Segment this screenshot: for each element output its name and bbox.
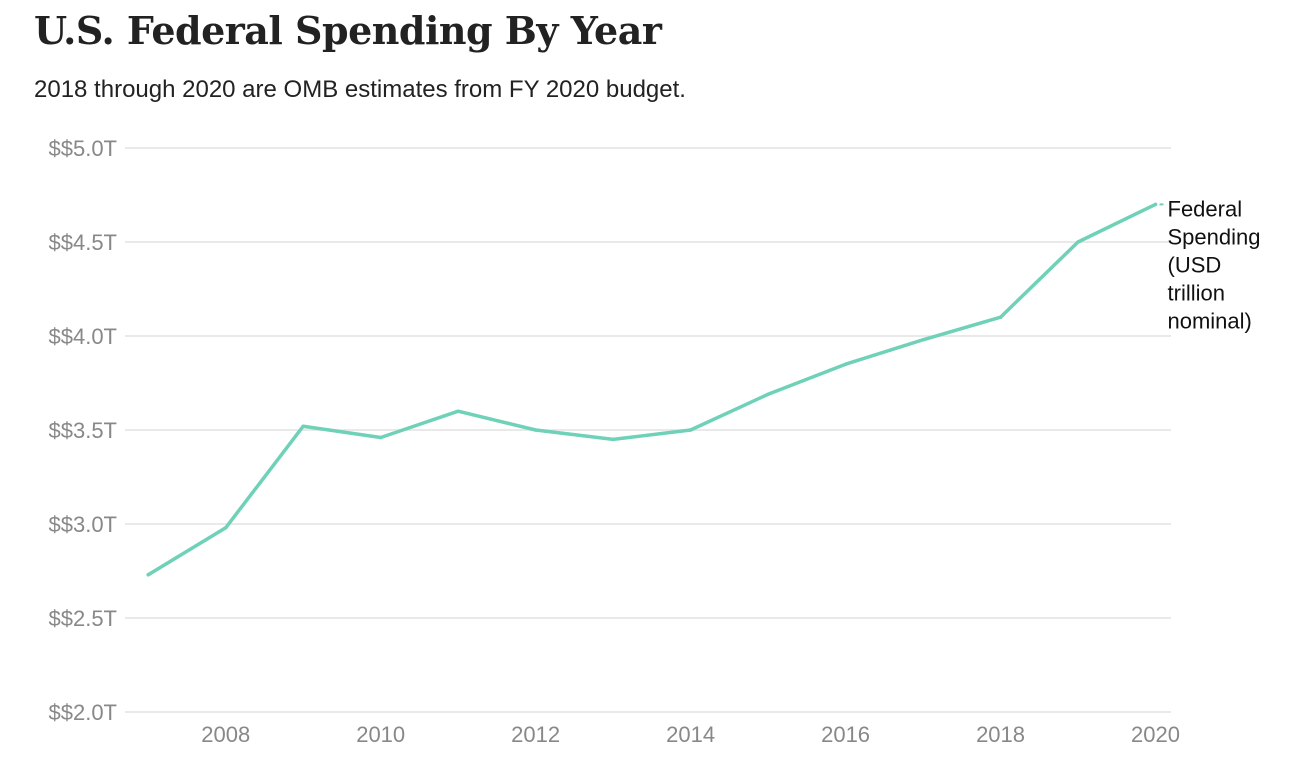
y-tick-label: $$4.5T [49,230,118,255]
series-label-line: Spending [1168,224,1261,249]
data-point [223,526,228,530]
x-tick-label: 2014 [666,722,715,747]
gridlines [125,147,1171,713]
data-point [456,409,460,413]
series-label-line: Federal [1168,196,1243,221]
chart-subtitle: 2018 through 2020 are OMB estimates from… [34,76,686,103]
data-point [843,362,848,366]
series-label-line: (USD [1168,252,1222,277]
chart-title: U.S. Federal Spending By Year [34,8,662,53]
y-axis-ticks: $$2.0T $$2.5T $$3.0T $$3.5T $$4.0T $$4.5T $$5.… [49,136,118,725]
data-point [533,428,538,432]
data-point [766,392,770,397]
series-label: Federal Spending (USD trillion nominal) [1168,196,1261,333]
x-tick-label: 2012 [511,722,560,747]
y-tick-label: $$3.0T [49,512,118,537]
series-label-line: trillion [1168,280,1225,305]
x-tick-label: 2020 [1131,722,1180,747]
series-label-layer: Federal Spending (USD trillion nominal) [1159,196,1261,333]
data-point [1153,202,1158,207]
y-tick-label: $$3.5T [49,418,118,443]
y-tick-label: $$2.0T [49,700,118,725]
data-point [378,435,383,440]
data-point [688,428,693,432]
x-tick-label: 2018 [976,722,1025,747]
data-point [998,315,1003,319]
x-axis-ticks: 2008 2010 2012 2014 2016 2018 2020 [201,722,1180,747]
y-tick-label: $$2.5T [49,606,118,631]
data-point [1076,240,1080,244]
data-point [921,338,925,342]
series-line [146,202,1158,577]
x-tick-label: 2016 [821,722,870,747]
data-point [611,437,615,442]
series-label-line: nominal) [1168,308,1252,333]
x-tick-label: 2010 [356,722,405,747]
data-point [301,424,305,428]
y-tick-label: $$5.0T [49,136,118,161]
y-tick-label: $$4.0T [49,324,118,349]
data-point [146,573,150,577]
series-layer [146,202,1158,577]
x-tick-label: 2008 [201,722,250,747]
